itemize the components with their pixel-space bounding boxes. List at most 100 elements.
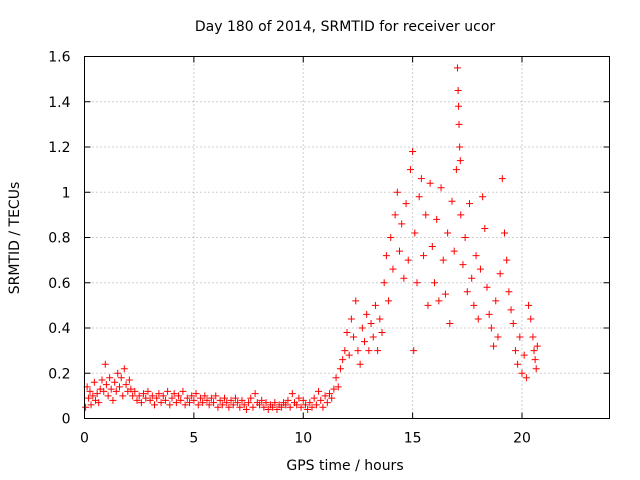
data-point [352, 297, 360, 305]
data-point [306, 399, 314, 407]
data-point [137, 399, 145, 407]
data-point [516, 333, 524, 341]
data-point [102, 381, 110, 389]
data-point [363, 310, 371, 318]
data-point [247, 394, 255, 402]
data-point [391, 211, 399, 219]
data-point [485, 310, 493, 318]
data-point [225, 403, 233, 411]
plot-frame [84, 56, 610, 419]
data-point [531, 356, 539, 364]
data-point [453, 64, 461, 72]
data-point [221, 394, 228, 402]
data-point [376, 315, 384, 323]
data-point [420, 252, 428, 260]
data-point [242, 405, 250, 413]
data-point [350, 333, 358, 341]
data-point [481, 224, 489, 232]
data-point [494, 333, 502, 341]
data-point [107, 385, 115, 393]
data-point [413, 279, 421, 287]
data-point [142, 394, 150, 402]
data-point [229, 401, 237, 409]
data-point [277, 403, 285, 411]
data-point [354, 347, 362, 355]
data-point [479, 193, 487, 201]
data-point [330, 385, 338, 393]
data-point [520, 351, 528, 359]
data-point [251, 390, 259, 398]
data-point [297, 403, 305, 411]
data-point [452, 166, 460, 174]
data-point [326, 390, 333, 398]
data-point [192, 390, 200, 398]
axis-ticks [84, 56, 610, 419]
data-point [404, 256, 412, 264]
data-point [269, 403, 277, 411]
data-point [505, 288, 513, 296]
data-point [400, 274, 408, 282]
data-point [181, 401, 189, 409]
data-point [264, 405, 272, 413]
data-point [146, 396, 154, 404]
y-tick-label: 0 [62, 412, 71, 428]
data-point [474, 315, 482, 323]
data-point [525, 301, 533, 309]
data-point [164, 387, 172, 395]
data-point [356, 360, 364, 368]
data-point [84, 394, 92, 402]
data-point [332, 374, 340, 382]
data-point [90, 378, 98, 386]
data-point [205, 401, 213, 409]
data-point [256, 401, 263, 409]
data-point [406, 166, 414, 174]
data-point [457, 211, 465, 219]
data-point [490, 342, 498, 350]
data-point [317, 396, 325, 404]
x-tick-label: 0 [80, 431, 89, 447]
data-point [210, 399, 218, 407]
x-tick-label: 5 [189, 431, 198, 447]
data-point [530, 347, 538, 355]
data-point [231, 394, 239, 402]
data-point [328, 394, 336, 402]
x-axis-label: GPS time / hours [286, 458, 403, 474]
data-point [424, 301, 432, 309]
data-point [125, 376, 133, 384]
gridlines [84, 56, 610, 419]
data-point [227, 396, 235, 404]
data-point [507, 306, 515, 314]
y-tick-label: 1 [62, 185, 71, 201]
y-tick-label: 0.4 [48, 321, 70, 337]
data-point [522, 374, 530, 382]
data-point [293, 401, 301, 409]
data-point [476, 265, 484, 273]
data-point [86, 387, 94, 395]
data-point [409, 148, 417, 156]
data-point [345, 351, 353, 359]
data-point [511, 347, 519, 355]
data-point [175, 392, 183, 400]
data-point [321, 392, 329, 400]
data-point [95, 399, 103, 407]
data-point [459, 261, 467, 269]
data-point [487, 324, 495, 332]
data-point [188, 392, 196, 400]
data-point [398, 220, 406, 228]
data-point [323, 399, 331, 407]
data-point [439, 256, 447, 264]
data-point [116, 383, 123, 391]
data-point [509, 319, 517, 327]
data-point [310, 394, 318, 402]
data-point [245, 399, 253, 407]
data-point [448, 197, 456, 205]
data-point [203, 396, 211, 404]
data-point [288, 390, 296, 398]
data-point [240, 401, 248, 409]
data-point [106, 374, 114, 382]
data-point [455, 120, 463, 128]
y-axis-label: SRMTID / TECUs [7, 182, 23, 295]
data-point [498, 175, 506, 183]
data-points [82, 64, 541, 413]
data-point [155, 390, 163, 398]
